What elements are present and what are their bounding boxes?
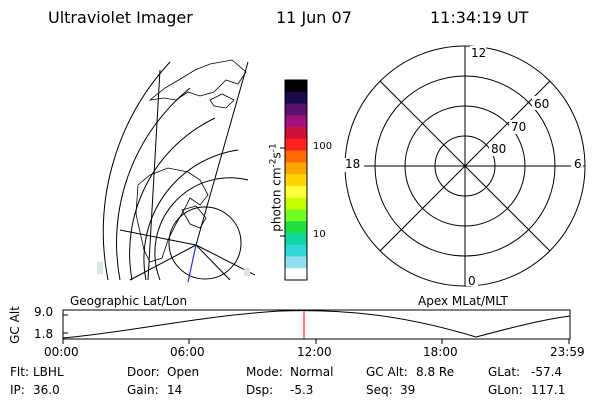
- x-tick-00: 00:00: [44, 345, 79, 359]
- colorbar-unit-label: photon cm-2s-1: [268, 143, 284, 232]
- mode-label: Mode:: [246, 365, 283, 379]
- dsp-label: Dsp:: [246, 383, 274, 397]
- x-tick-06: 06:00: [170, 345, 205, 359]
- altitude-frame: [62, 309, 571, 340]
- mode-value: Normal: [290, 365, 334, 379]
- colorbar-segment: [285, 162, 307, 175]
- colorbar-tick-100: 100: [313, 141, 333, 152]
- colorbar-segment: [285, 103, 307, 116]
- colorbar-segment: [285, 197, 307, 210]
- glat-label: GLat:: [488, 365, 521, 379]
- instrument-title: Ultraviolet Imager: [48, 8, 193, 27]
- colorbar-segment: [285, 115, 307, 128]
- flt-value: LBHL: [33, 365, 64, 379]
- glon-value: 117.1: [531, 383, 566, 397]
- polar-label-0: 0: [468, 274, 476, 288]
- x-tick-2359: 23:59: [550, 345, 585, 359]
- polar-plot: [342, 45, 586, 287]
- colorbar-segment: [285, 256, 307, 269]
- door-value: Open: [167, 365, 200, 379]
- altitude-curve: [62, 310, 571, 339]
- colorbar-segment: [285, 91, 307, 105]
- ip-label: IP:: [10, 383, 25, 397]
- gc-alt-value: 8.8 Re: [416, 365, 455, 379]
- colorbar-tick-10: 10: [313, 229, 326, 240]
- seq-value: 39: [400, 383, 416, 397]
- colorbar-segment: [285, 138, 307, 152]
- polar-label-18: 18: [345, 157, 361, 171]
- colorbar-segment: [285, 150, 307, 163]
- flt-label: Flt:: [10, 365, 29, 379]
- seq-label: Seq:: [366, 383, 393, 397]
- gc-alt-axis-label: GC Alt: [8, 306, 22, 344]
- colorbar-segment: [285, 268, 307, 281]
- x-tick-12: 12:00: [297, 345, 332, 359]
- polar-ring-label-80: 80: [491, 142, 507, 156]
- polar-label-12: 12: [471, 46, 487, 60]
- y-tick-1.8: 1.8: [34, 327, 54, 341]
- color-bar: [280, 79, 308, 281]
- colorbar-segment: [285, 185, 307, 199]
- date-label: 11 Jun 07: [276, 8, 352, 27]
- colorbar-segment: [285, 174, 307, 187]
- gc-alt-label: GC Alt:: [366, 365, 408, 379]
- dsp-value: -5.3: [290, 383, 314, 397]
- altitude-plot: [62, 309, 571, 344]
- colorbar-segment: [285, 244, 307, 257]
- polar-ring-label-60: 60: [534, 97, 550, 111]
- time-label: 11:34:19 UT: [430, 8, 529, 27]
- apex-mlat-mlt-label: Apex MLat/MLT: [418, 294, 508, 308]
- ip-value: 36.0: [33, 383, 60, 397]
- glat-value: -57.4: [531, 365, 563, 379]
- colorbar-segment: [285, 221, 307, 234]
- colorbar-segment: [285, 232, 307, 246]
- colorbar-segment: [285, 127, 307, 140]
- colorbar-segment: [285, 80, 307, 93]
- geographic-lat-lon-label: Geographic Lat/Lon: [70, 294, 188, 308]
- door-label: Door:: [127, 365, 160, 379]
- glon-label: GLon:: [488, 383, 523, 397]
- geographic-map: [97, 59, 256, 283]
- gain-label: Gain:: [127, 383, 159, 397]
- colorbar-segment: [285, 209, 307, 222]
- polar-ring-label-70: 70: [511, 120, 527, 134]
- y-tick-9: 9.0: [34, 305, 54, 319]
- x-tick-18: 18:00: [423, 345, 458, 359]
- polar-label-6: 6: [574, 157, 582, 171]
- gain-value: 14: [167, 383, 183, 397]
